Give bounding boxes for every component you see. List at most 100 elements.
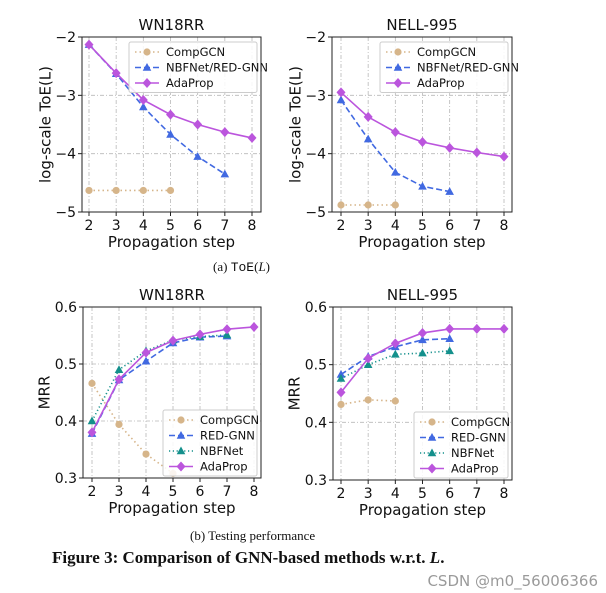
x-tick-label: 2 [88, 484, 97, 500]
legend-item: NBFNet [420, 446, 495, 460]
data-point [111, 68, 121, 79]
data-point [220, 169, 230, 178]
caption-a-paren: ( [254, 259, 259, 274]
y-tick-label: 0.5 [55, 357, 77, 373]
x-tick-label: 7 [472, 486, 481, 502]
data-point [418, 137, 427, 147]
data-point [112, 186, 120, 195]
data-point [220, 127, 230, 138]
legend-item: AdaProp [169, 460, 248, 474]
legend-box [379, 41, 509, 93]
y-tick-label: −5 [305, 205, 326, 221]
data-point [390, 127, 400, 138]
y-tick-label: −2 [55, 30, 76, 46]
legend-marker [143, 48, 151, 56]
legend-label: AdaProp [200, 460, 248, 474]
data-point [141, 356, 151, 365]
x-tick-label: 6 [193, 218, 202, 234]
series-line [340, 350, 450, 380]
y-tick-label: 0.6 [305, 300, 327, 316]
data-point [166, 129, 175, 138]
x-axis-label: Propagation step [108, 499, 235, 517]
data-point [166, 186, 175, 195]
data-point [138, 95, 148, 105]
figure-caption-end: . [440, 548, 445, 567]
legend-item: CompGCN [135, 45, 225, 59]
series-adaprop [87, 321, 259, 438]
figure-caption-text: Figure 3: Comparison of GNN-based method… [52, 548, 430, 567]
axes-frame [82, 306, 262, 479]
data-point [336, 387, 346, 398]
legend-marker [427, 433, 437, 441]
data-point [499, 323, 509, 334]
data-point [391, 201, 399, 209]
x-axis-label: Propagation step [358, 233, 485, 251]
chart-2: 2 3 4 5 6 7 8 −5 −4 −3 −2 NELL-995 Propagation step l… [286, 16, 519, 251]
chart-3: 2 3 4 5 6 7 8 0.3 0.4 0.5 0.6 WN18RR Propagation ste… [36, 286, 262, 517]
data-point [336, 369, 346, 378]
data-point [337, 201, 345, 209]
data-point [445, 346, 454, 355]
legend-marker [142, 78, 152, 88]
data-point [193, 152, 202, 160]
axes-frame [81, 36, 262, 213]
chart-title: NELL-995 [386, 16, 457, 34]
data-point [363, 360, 373, 368]
legend-marker [393, 78, 403, 88]
figure-caption-var: L [429, 548, 441, 567]
series-adaprop [336, 87, 509, 162]
data-point [364, 396, 372, 404]
data-point [445, 334, 454, 343]
data-point [363, 111, 373, 122]
x-tick-label: 7 [223, 484, 232, 500]
y-tick-label: −3 [305, 88, 326, 104]
data-point [142, 450, 150, 458]
y-tick-label: −5 [55, 205, 76, 221]
series-line [340, 337, 450, 376]
series-compgcn [85, 186, 175, 195]
data-point [445, 323, 455, 334]
series-adaprop [84, 39, 257, 143]
legend-item: CompGCN [169, 413, 259, 427]
x-tick-label: 3 [364, 218, 373, 234]
y-tick-label: 0.3 [305, 473, 327, 489]
data-point [336, 374, 346, 382]
legend-marker [176, 446, 186, 455]
x-tick-label: 4 [142, 484, 151, 500]
legend-box [413, 411, 509, 479]
legend-box [128, 41, 258, 93]
x-tick-label: 2 [337, 218, 346, 234]
legend-marker [176, 461, 186, 472]
x-tick-label: 8 [500, 218, 509, 234]
data-point [363, 134, 373, 143]
y-tick-label: −2 [305, 30, 326, 46]
data-point [247, 132, 257, 143]
data-point [363, 353, 373, 364]
caption-a-toe: ToE [230, 260, 255, 275]
y-axis-label: log-scale ToE(L) [36, 66, 54, 183]
y-axis-label: log-scale ToE(L) [286, 66, 304, 183]
data-point [84, 39, 94, 50]
data-point [139, 102, 148, 111]
legend-marker [177, 416, 185, 424]
legend-label: CompGCN [451, 415, 510, 429]
data-point [390, 338, 400, 349]
legend-label: NBFNet/RED-GNN [417, 61, 519, 75]
y-tick-label: 0.4 [305, 415, 327, 431]
y-tick-label: 0.3 [55, 471, 77, 487]
data-point [114, 365, 124, 373]
legend-item: CompGCN [420, 415, 510, 429]
data-point [337, 400, 345, 409]
legend-marker [427, 463, 437, 474]
legend-label: CompGCN [200, 413, 259, 427]
x-tick-label: 3 [115, 484, 124, 500]
caption-b: (b) Testing performance [190, 528, 316, 543]
data-point [418, 348, 427, 357]
legend-label: NBFNet [200, 444, 244, 458]
data-point [336, 95, 346, 104]
data-point [88, 379, 96, 387]
data-point [87, 427, 97, 438]
